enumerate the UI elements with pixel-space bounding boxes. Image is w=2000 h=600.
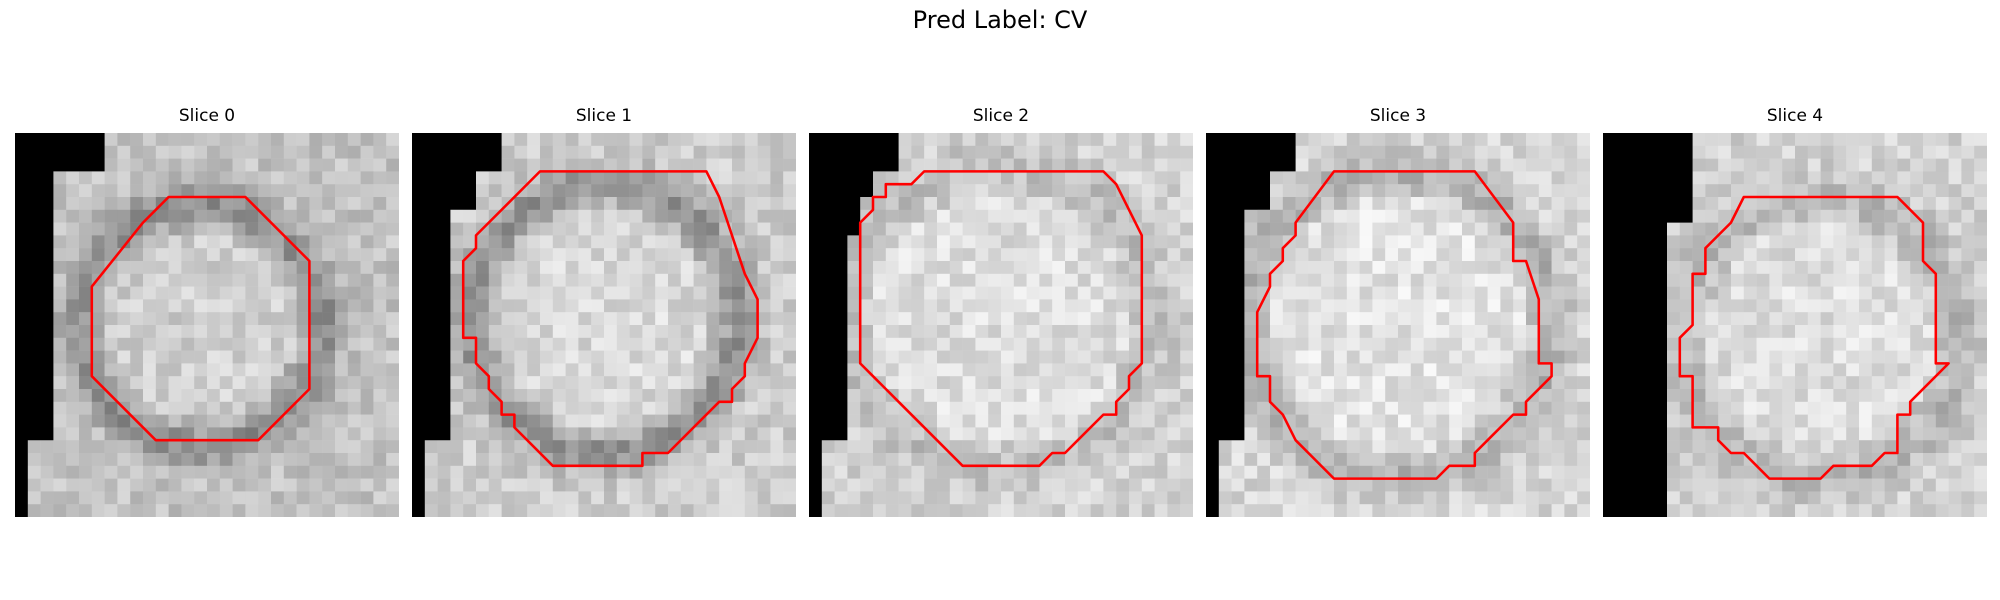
red-contour xyxy=(1678,195,1950,480)
dark-mask-region xyxy=(1206,133,1296,517)
dark-mask-region xyxy=(15,133,105,517)
red-contour xyxy=(1255,170,1553,480)
red-contour xyxy=(90,195,311,442)
red-contour xyxy=(858,170,1144,468)
slice-image xyxy=(1603,133,1987,517)
slice-image xyxy=(1206,133,1590,517)
slice-title: Slice 2 xyxy=(972,106,1030,126)
dark-mask-region xyxy=(809,133,899,517)
red-contour xyxy=(461,170,759,468)
figure-title: Pred Label: CV xyxy=(912,6,1088,34)
slice-title: Slice 4 xyxy=(1766,106,1824,126)
slice-image xyxy=(809,133,1193,517)
slice-title: Slice 1 xyxy=(575,106,633,126)
dark-mask-region xyxy=(412,133,502,517)
slice-image xyxy=(15,133,399,517)
slice-image xyxy=(412,133,796,517)
dark-mask-region xyxy=(1603,133,1693,517)
slice-title: Slice 0 xyxy=(178,106,236,126)
slice-title: Slice 3 xyxy=(1369,106,1427,126)
pixel-texture xyxy=(15,133,399,517)
